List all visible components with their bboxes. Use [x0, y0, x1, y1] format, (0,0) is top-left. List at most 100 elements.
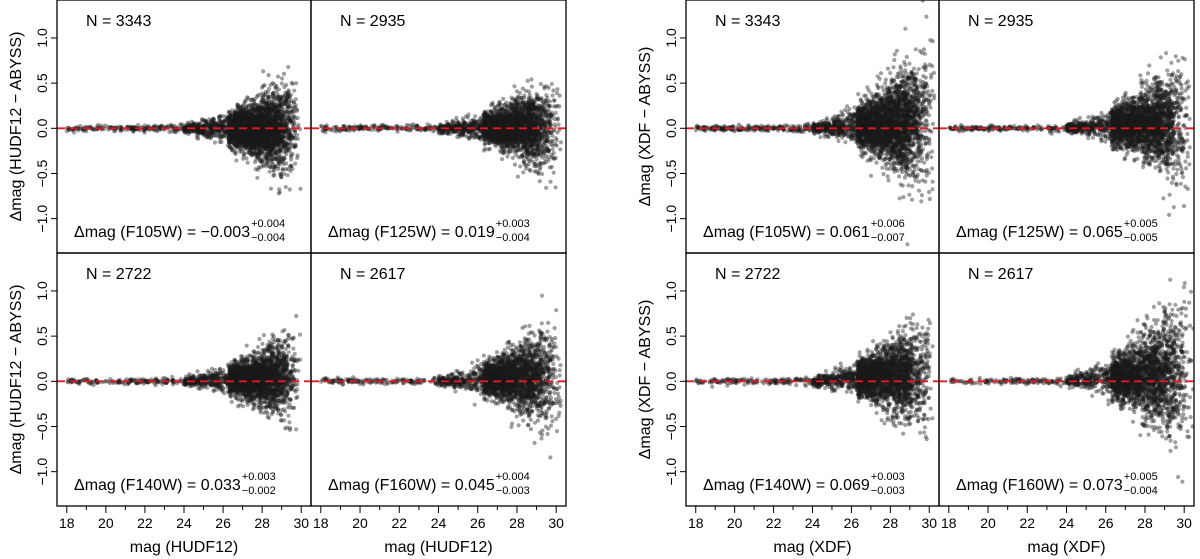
data-point: [233, 114, 239, 119]
data-point: [243, 130, 249, 135]
data-point: [217, 114, 222, 119]
data-point: [208, 130, 213, 135]
data-point: [247, 125, 252, 130]
data-point: [260, 138, 265, 143]
data-point: [252, 120, 257, 126]
data-point: [272, 132, 277, 137]
data-point: [269, 144, 274, 149]
data-point: [207, 132, 212, 137]
data-point: [255, 167, 260, 172]
data-point: [201, 131, 206, 136]
data-point: [228, 145, 233, 150]
data-point: [257, 144, 262, 149]
data-point: [170, 125, 175, 130]
data-point: [235, 102, 240, 107]
data-point: [247, 120, 252, 125]
data-point: [235, 116, 240, 121]
data-point: [229, 136, 234, 142]
data-point: [227, 131, 232, 136]
data-point: [246, 119, 251, 125]
data-point: [261, 131, 266, 136]
data-point: [245, 120, 250, 125]
data-point: [235, 106, 241, 111]
data-point: [269, 130, 274, 135]
data-point: [245, 139, 250, 144]
data-point: [159, 123, 165, 129]
data-point: [250, 115, 255, 120]
data-point: [217, 139, 222, 145]
data-point: [281, 113, 286, 118]
data-point: [265, 130, 271, 136]
data-point: [269, 100, 274, 105]
data-point: [273, 109, 278, 114]
data-point: [228, 117, 233, 122]
data-point: [525, 78, 530, 83]
data-point: [264, 113, 269, 118]
data-point: [271, 169, 276, 174]
data-point: [228, 113, 233, 118]
data-point: [236, 121, 241, 127]
data-point: [250, 118, 255, 124]
data-point: [222, 129, 227, 134]
data-point: [258, 155, 263, 160]
data-point: [257, 116, 262, 121]
data-point: [255, 122, 260, 127]
data-point: [244, 111, 249, 116]
data-point: [240, 123, 246, 128]
data-point: [277, 187, 282, 192]
data-point: [258, 131, 263, 136]
data-point: [261, 141, 266, 146]
data-point: [275, 129, 280, 134]
data-point: [267, 86, 272, 91]
data-point: [248, 131, 253, 136]
data-point: [191, 128, 196, 133]
data-point: [283, 94, 288, 99]
data-point: [228, 132, 233, 137]
data-point: [251, 137, 256, 143]
data-point: [259, 130, 264, 135]
data-point: [264, 116, 269, 121]
data-point: [272, 118, 277, 123]
data-point: [252, 106, 257, 111]
data-point: [273, 122, 279, 127]
data-point: [294, 81, 299, 86]
data-point: [181, 126, 187, 131]
data-point: [225, 134, 230, 139]
data-point: [182, 125, 188, 130]
data-point: [257, 140, 262, 145]
data-point: [218, 136, 223, 141]
data-point: [84, 129, 89, 134]
data-point: [276, 142, 281, 147]
data-point: [278, 115, 283, 120]
data-point: [265, 100, 270, 105]
data-point: [260, 135, 266, 140]
data-point: [234, 118, 239, 123]
data-point: [245, 121, 250, 126]
data-point: [244, 121, 249, 127]
data-point: [236, 120, 241, 125]
data-point: [258, 118, 263, 123]
data-point: [253, 139, 258, 144]
data-point: [229, 112, 234, 117]
data-point: [237, 122, 242, 127]
data-point: [178, 122, 183, 127]
data-point: [258, 114, 263, 119]
data-point: [277, 148, 282, 153]
data-point: [267, 120, 273, 125]
data-point: [263, 129, 268, 135]
data-point: [239, 120, 244, 125]
data-point: [277, 128, 282, 133]
data-point: [271, 132, 277, 137]
data-point: [250, 121, 255, 126]
data-point: [228, 137, 233, 142]
data-point: [234, 121, 239, 126]
data-point: [233, 141, 238, 146]
data-point: [274, 115, 279, 120]
data-point: [254, 130, 259, 135]
data-point: [192, 129, 197, 134]
data-point: [236, 134, 241, 140]
data-point: [131, 129, 136, 134]
data-point: [231, 134, 236, 139]
data-point: [280, 93, 286, 98]
data-point: [266, 121, 271, 126]
